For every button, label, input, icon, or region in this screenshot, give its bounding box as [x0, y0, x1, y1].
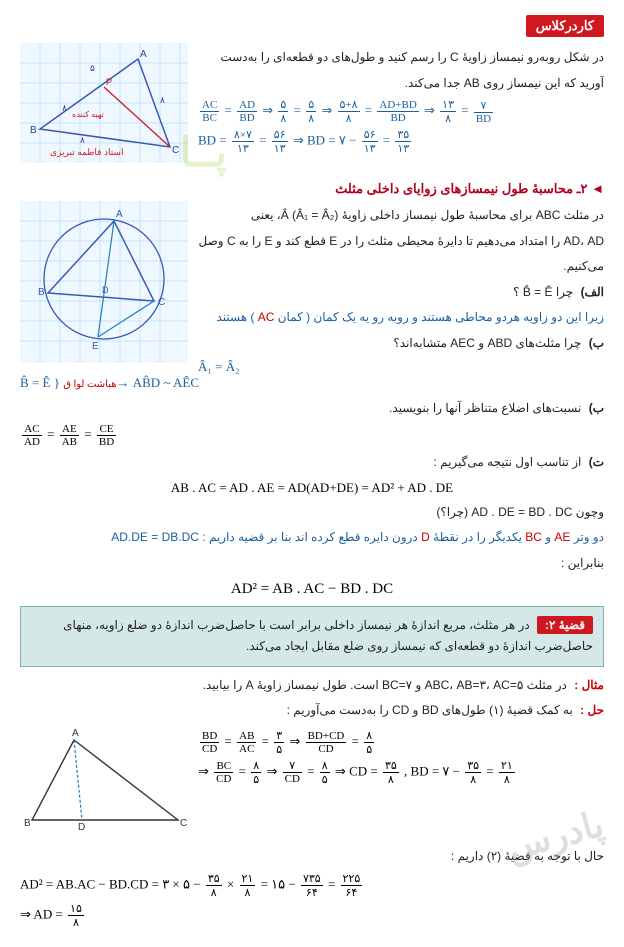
svg-text:A: A: [116, 209, 123, 220]
question-b2: ب) نسبت‌های اضلاع متناظر آنها را بنویسید…: [20, 398, 604, 420]
svg-text:E: E: [92, 341, 99, 352]
similarity-eq: Â₁ = Â₂B̂ = Ê } ق اول تشابه→ AB̂D ~ AÊC: [20, 359, 604, 391]
header-classwork: کاردرکلاس: [526, 15, 604, 37]
final-eq-2: ⇒ AD = ۱۵۸: [20, 902, 604, 929]
now-line: حال با توجه به قضیهٔ (۲) داریم :: [20, 846, 604, 868]
svg-text:D: D: [102, 285, 109, 295]
figure-3-triangle: A B C D: [20, 726, 188, 834]
example-line: مثال : در مثلث ABC، AB=۳، AC=۵ و BC=۷ اس…: [20, 675, 604, 697]
chera-answer: دو وتر AE و BC یکدیگر را در نقطهٔ D درون…: [20, 527, 604, 549]
svg-text:C: C: [158, 297, 165, 308]
svg-text:۸: ۸: [80, 135, 85, 145]
fig1-label-c: C: [172, 145, 179, 156]
svg-text:D: D: [78, 822, 85, 833]
chera-q: وچون AD . DE = BD . DC (چرا؟): [20, 502, 604, 524]
fig1-label-p: P: [106, 77, 112, 87]
theorem-tag: قضیهٔ ۲:: [537, 616, 593, 634]
figure-1-triangle: A B C P ۵ ۸ ۸ ۸ استاد فاطمه تبریزی تهیه …: [20, 43, 188, 163]
figure-2-circle: A B C D E: [20, 201, 188, 363]
svg-text:A: A: [72, 728, 79, 739]
therefore: بنابراین :: [20, 553, 604, 575]
theorem-text: در هر مثلث، مربع اندازهٔ هر نیمساز داخلی…: [63, 618, 593, 654]
main-result-eq: AD² = AB . AC − BD . DC: [20, 581, 604, 598]
fig1-prep: تهیه کننده: [72, 110, 104, 119]
ratio-eq: ACAD = AEAB = CEBD: [20, 423, 604, 448]
fig1-label-b: B: [30, 125, 37, 136]
fig1-label-a: A: [140, 49, 147, 60]
svg-text:B: B: [24, 818, 31, 829]
svg-text:۸: ۸: [62, 103, 67, 113]
solution-line: حل : به کمک قضیهٔ (۱) طول‌های BD و CD را…: [20, 700, 604, 722]
svg-text:C: C: [180, 818, 187, 829]
svg-text:۸: ۸: [160, 95, 165, 105]
eq-t: AB . AC = AD . AE = AD(AD+DE) = AD² + AD…: [20, 480, 604, 496]
section-2-title: ۲ـ محاسبهٔ طول نیمسازهای زوایای داخلی مث…: [20, 181, 604, 197]
theorem-2-box: قضیهٔ ۲: در هر مثلث، مربع اندازهٔ هر نیم…: [20, 606, 604, 667]
svg-text:۵: ۵: [90, 63, 95, 73]
question-t: ت) از تناسب اول نتیجه می‌گیریم :: [20, 452, 604, 474]
fig1-credit: استاد فاطمه تبریزی: [50, 147, 123, 158]
svg-text:B: B: [38, 287, 45, 298]
final-eq-1: AD² = AB.AC − BD.CD = ۳ × ۵ − ۳۵۸ × ۲۱۸ …: [20, 872, 604, 899]
